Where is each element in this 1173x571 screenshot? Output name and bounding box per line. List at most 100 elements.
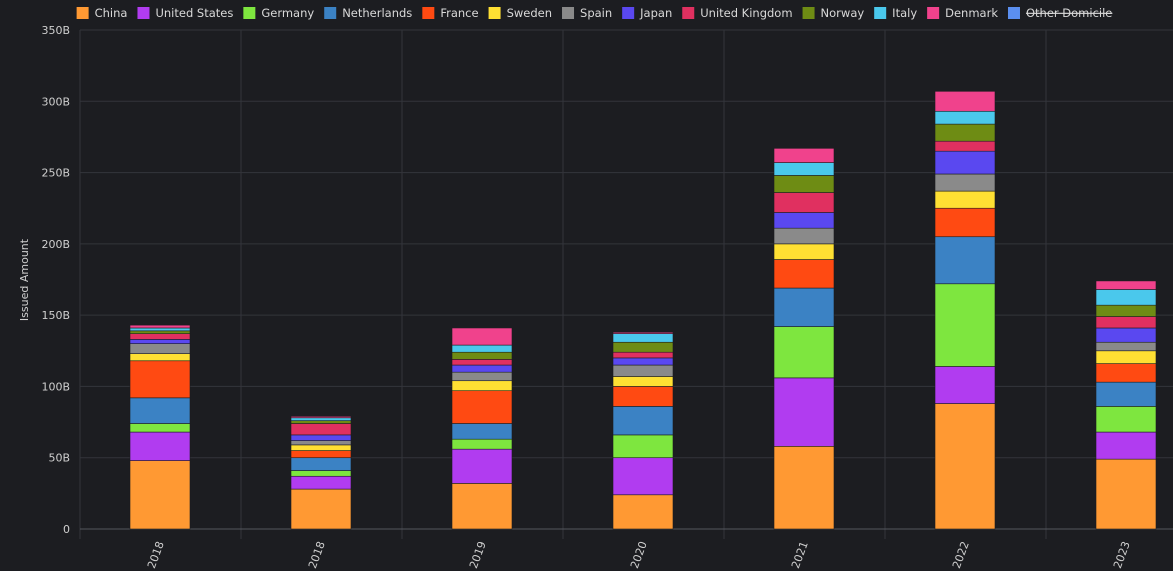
- bar-segment-denmark-2021[interactable]: [773, 148, 835, 163]
- legend-item-netherlands[interactable]: Netherlands: [324, 6, 412, 20]
- legend-label: Other Domicile: [1026, 6, 1112, 20]
- bar-segment-japan-2019[interactable]: [451, 364, 513, 373]
- bar-segment-norway-2022[interactable]: [934, 123, 996, 142]
- bar-segment-spain-2018[interactable]: [290, 440, 352, 446]
- bar-segment-china-2019[interactable]: [451, 483, 513, 530]
- legend-item-france[interactable]: France: [422, 6, 479, 20]
- legend-item-germany[interactable]: Germany: [243, 6, 314, 20]
- bar-segment-denmark-pre-2018[interactable]: [129, 324, 191, 329]
- legend-item-united-kingdom[interactable]: United Kingdom: [682, 6, 793, 20]
- legend-item-denmark[interactable]: Denmark: [927, 6, 998, 20]
- legend-item-italy[interactable]: Italy: [874, 6, 917, 20]
- bar-segment-japan-2018[interactable]: [290, 434, 352, 441]
- bar-segment-denmark-2020[interactable]: [612, 331, 674, 334]
- bar-segment-netherlands-2023[interactable]: [1095, 381, 1157, 407]
- bar-segment-france-pre-2018[interactable]: [129, 360, 191, 399]
- bar-segment-spain-pre-2018[interactable]: [129, 343, 191, 354]
- bar-segment-sweden-2022[interactable]: [934, 190, 996, 209]
- bar-segment-italy-pre-2018[interactable]: [129, 327, 191, 332]
- bar-segment-united-states-2023[interactable]: [1095, 431, 1157, 460]
- bar-segment-germany-2018[interactable]: [290, 470, 352, 477]
- bar-segment-china-2023[interactable]: [1095, 458, 1157, 530]
- bar-segment-italy-2019[interactable]: [451, 344, 513, 353]
- bar-segment-norway-2019[interactable]: [451, 351, 513, 360]
- bar-segment-sweden-2020[interactable]: [612, 376, 674, 387]
- bar-segment-netherlands-2022[interactable]: [934, 236, 996, 285]
- bar-segment-denmark-2019[interactable]: [451, 327, 513, 346]
- bar-segment-united-states-2022[interactable]: [934, 366, 996, 404]
- bar-segment-united-kingdom-2023[interactable]: [1095, 316, 1157, 329]
- legend-item-other-domicile[interactable]: Other Domicile: [1007, 6, 1112, 20]
- bar-segment-italy-2018[interactable]: [290, 417, 352, 421]
- legend-item-china[interactable]: China: [76, 6, 128, 20]
- legend-item-norway[interactable]: Norway: [802, 6, 865, 20]
- bar-segment-united-kingdom-2021[interactable]: [773, 192, 835, 213]
- bar-segment-sweden-2019[interactable]: [451, 380, 513, 392]
- bar-segment-italy-2023[interactable]: [1095, 289, 1157, 306]
- bar-segment-united-states-2021[interactable]: [773, 377, 835, 447]
- bar-segment-denmark-2018[interactable]: [290, 416, 352, 419]
- bar-segment-norway-2023[interactable]: [1095, 304, 1157, 317]
- bar-segment-sweden-2021[interactable]: [773, 243, 835, 260]
- bar-segment-japan-2022[interactable]: [934, 150, 996, 175]
- bar-segment-united-states-pre-2018[interactable]: [129, 431, 191, 461]
- bar-segment-italy-2020[interactable]: [612, 333, 674, 343]
- bar-segment-china-2018[interactable]: [290, 488, 352, 530]
- bar-segment-sweden-2023[interactable]: [1095, 350, 1157, 364]
- bar-segment-france-2018[interactable]: [290, 450, 352, 459]
- bar-segment-france-2019[interactable]: [451, 390, 513, 424]
- bar-segment-norway-2021[interactable]: [773, 175, 835, 193]
- bar-segment-spain-2023[interactable]: [1095, 341, 1157, 352]
- bar-segment-united-kingdom-2018[interactable]: [290, 423, 352, 436]
- bar-segment-united-kingdom-2019[interactable]: [451, 359, 513, 366]
- bar-segment-sweden-2018[interactable]: [290, 444, 352, 451]
- legend-item-japan[interactable]: Japan: [622, 6, 672, 20]
- bar-segment-united-kingdom-2022[interactable]: [934, 140, 996, 152]
- legend-item-united-states[interactable]: United States: [137, 6, 233, 20]
- bar-segment-france-2022[interactable]: [934, 207, 996, 238]
- bar-segment-spain-2022[interactable]: [934, 173, 996, 192]
- bar-segment-denmark-2022[interactable]: [934, 91, 996, 112]
- bar-segment-netherlands-pre-2018[interactable]: [129, 397, 191, 424]
- bar-segment-china-2021[interactable]: [773, 446, 835, 530]
- bar-segment-china-2022[interactable]: [934, 403, 996, 530]
- bar-segment-china-2020[interactable]: [612, 494, 674, 530]
- bar-segment-denmark-2023[interactable]: [1095, 280, 1157, 290]
- bar-segment-germany-2021[interactable]: [773, 326, 835, 379]
- bar-segment-germany-pre-2018[interactable]: [129, 423, 191, 433]
- bar-segment-norway-2020[interactable]: [612, 341, 674, 353]
- bar-segment-japan-pre-2018[interactable]: [129, 339, 191, 344]
- bar-segment-france-2020[interactable]: [612, 386, 674, 407]
- bar-segment-united-states-2019[interactable]: [451, 448, 513, 484]
- bar-segment-netherlands-2021[interactable]: [773, 287, 835, 327]
- bar-segment-germany-2022[interactable]: [934, 283, 996, 367]
- bar-segment-france-2023[interactable]: [1095, 363, 1157, 383]
- bar-segment-japan-2023[interactable]: [1095, 327, 1157, 343]
- bar-segment-japan-2021[interactable]: [773, 212, 835, 229]
- bar-segment-italy-2022[interactable]: [934, 110, 996, 125]
- bar-segment-united-states-2020[interactable]: [612, 457, 674, 496]
- gridlines: [79, 29, 1173, 539]
- legend-item-spain[interactable]: Spain: [562, 6, 612, 20]
- bar-segment-germany-2023[interactable]: [1095, 406, 1157, 433]
- bar-segment-italy-2021[interactable]: [773, 162, 835, 176]
- bar-segment-norway-2018[interactable]: [290, 420, 352, 424]
- bar-segment-germany-2019[interactable]: [451, 438, 513, 450]
- bar-segment-norway-pre-2018[interactable]: [129, 330, 191, 334]
- bar-segment-netherlands-2019[interactable]: [451, 423, 513, 440]
- bar-segment-united-kingdom-pre-2018[interactable]: [129, 333, 191, 340]
- bar-segment-netherlands-2020[interactable]: [612, 406, 674, 436]
- bar-segment-united-kingdom-2020[interactable]: [612, 351, 674, 359]
- legend-item-sweden[interactable]: Sweden: [488, 6, 552, 20]
- bar-segment-france-2021[interactable]: [773, 259, 835, 289]
- bar-segment-sweden-pre-2018[interactable]: [129, 353, 191, 362]
- bar-segment-spain-2019[interactable]: [451, 371, 513, 382]
- bar-segment-spain-2020[interactable]: [612, 364, 674, 377]
- bar-segment-china-pre-2018[interactable]: [129, 460, 191, 530]
- bar-segment-germany-2020[interactable]: [612, 434, 674, 459]
- bar-segment-united-states-2018[interactable]: [290, 475, 352, 490]
- bar-segment-netherlands-2018[interactable]: [290, 457, 352, 471]
- bar-segment-japan-2020[interactable]: [612, 357, 674, 366]
- bar-segment-spain-2021[interactable]: [773, 227, 835, 245]
- legend-label: Spain: [580, 6, 612, 20]
